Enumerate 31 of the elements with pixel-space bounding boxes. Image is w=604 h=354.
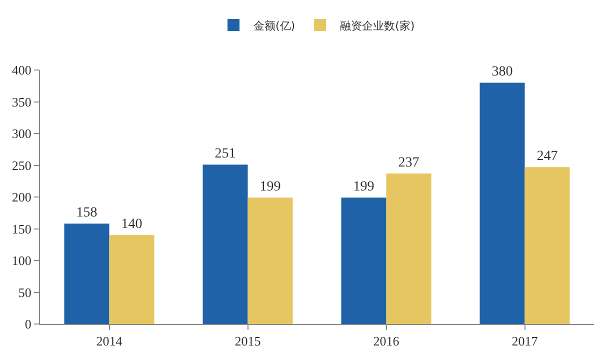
data-label: 251 (214, 146, 236, 162)
bar (341, 198, 386, 324)
bar (248, 198, 293, 324)
data-label: 199 (260, 180, 281, 195)
bar (524, 167, 570, 324)
data-label: 199 (353, 180, 374, 195)
bar (386, 174, 432, 324)
bar (202, 164, 248, 324)
x-tick-label: 2014 (96, 334, 123, 349)
x-tick-label: 2015 (234, 334, 261, 349)
bar (480, 82, 525, 324)
data-label: 247 (536, 149, 558, 164)
data-label: 140 (121, 217, 142, 232)
y-tick-label: 50 (18, 284, 32, 300)
y-tick-label: 250 (12, 158, 32, 173)
y-tick-label: 350 (12, 94, 32, 110)
data-label: 380 (492, 64, 513, 80)
data-label: 158 (76, 206, 98, 221)
bar (64, 224, 110, 324)
y-tick-label: 300 (12, 126, 32, 142)
legend-label: 金额(亿) (254, 19, 296, 32)
data-label: 237 (398, 156, 420, 171)
y-tick-label: 400 (12, 62, 32, 78)
bar (109, 235, 154, 324)
y-tick-label: 100 (12, 253, 32, 268)
x-tick-label: 2017 (512, 334, 538, 349)
y-tick-label: 150 (12, 221, 32, 236)
y-tick-label: 200 (12, 190, 32, 205)
x-tick-label: 2016 (373, 334, 400, 349)
legend-label: 融资企业数(家) (340, 19, 415, 32)
y-tick-label: 0 (24, 316, 32, 332)
